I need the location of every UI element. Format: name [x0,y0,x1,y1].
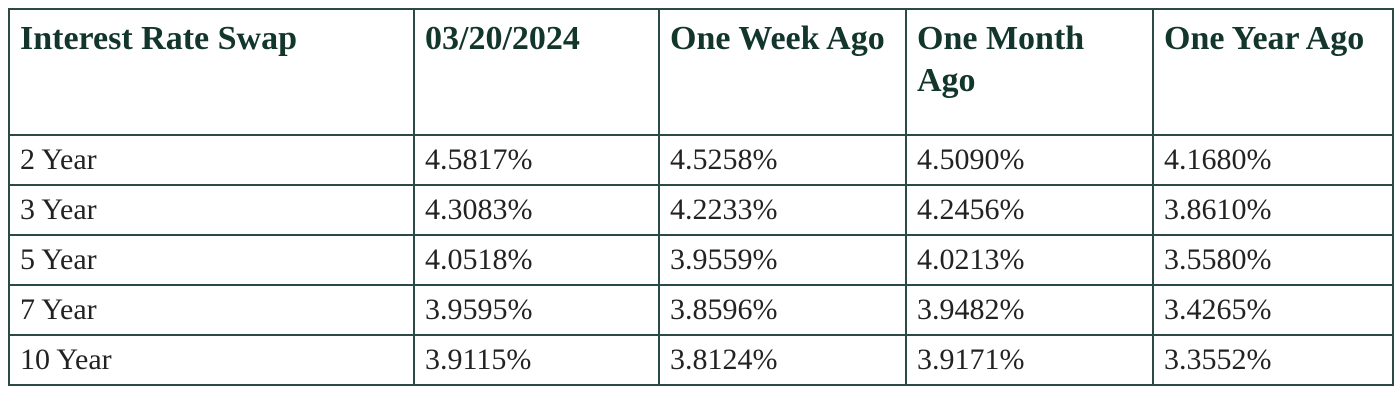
rate-cell: 3.8124% [658,334,907,386]
header-cell: 03/20/2024 [413,8,660,136]
rate-cell: 3.4265% [1152,284,1394,336]
row-label: 10 Year [8,334,415,386]
rate-cell: 4.5090% [905,134,1154,186]
rate-cell: 3.8596% [658,284,907,336]
rate-cell: 4.3083% [413,184,660,236]
rate-cell: 4.1680% [1152,134,1394,186]
table-body: 2 Year 4.5817% 4.5258% 4.5090% 4.1680% 3 Year… [8,134,1394,386]
table-row: 5 Year 4.0518% 3.9559% 4.0213% 3.5580% [8,234,1394,286]
row-label: 5 Year [8,234,415,286]
rate-cell: 4.2233% [658,184,907,236]
header-cell: One Month Ago [905,8,1154,136]
rate-cell: 3.9115% [413,334,660,386]
table-row: 7 Year 3.9595% 3.8596% 3.9482% 3.4265% [8,284,1394,336]
rate-cell: 3.8610% [1152,184,1394,236]
row-label: 7 Year [8,284,415,336]
row-label: 2 Year [8,134,415,186]
rate-cell: 4.0213% [905,234,1154,286]
header-row: Interest Rate Swap 03/20/2024 One Week Ago… [8,8,1394,136]
row-label: 3 Year [8,184,415,236]
table-row: 10 Year 3.9115% 3.8124% 3.9171% 3.3552% [8,334,1394,386]
swap-table: Interest Rate Swap 03/20/2024 One Week Ago… [8,8,1394,386]
rate-cell: 4.5258% [658,134,907,186]
header-cell: One Week Ago [658,8,907,136]
rate-cell: 3.5580% [1152,234,1394,286]
rate-cell: 3.9171% [905,334,1154,386]
rate-cell: 4.2456% [905,184,1154,236]
table-row: 3 Year 4.3083% 4.2233% 4.2456% 3.8610% [8,184,1394,236]
rate-cell: 4.0518% [413,234,660,286]
rate-cell: 3.3552% [1152,334,1394,386]
rate-cell: 3.9595% [413,284,660,336]
rate-cell: 3.9559% [658,234,907,286]
rate-cell: 4.5817% [413,134,660,186]
header-cell: Interest Rate Swap [8,8,415,136]
rate-cell: 3.9482% [905,284,1154,336]
header-cell: One Year Ago [1152,8,1394,136]
table-row: 2 Year 4.5817% 4.5258% 4.5090% 4.1680% [8,134,1394,186]
